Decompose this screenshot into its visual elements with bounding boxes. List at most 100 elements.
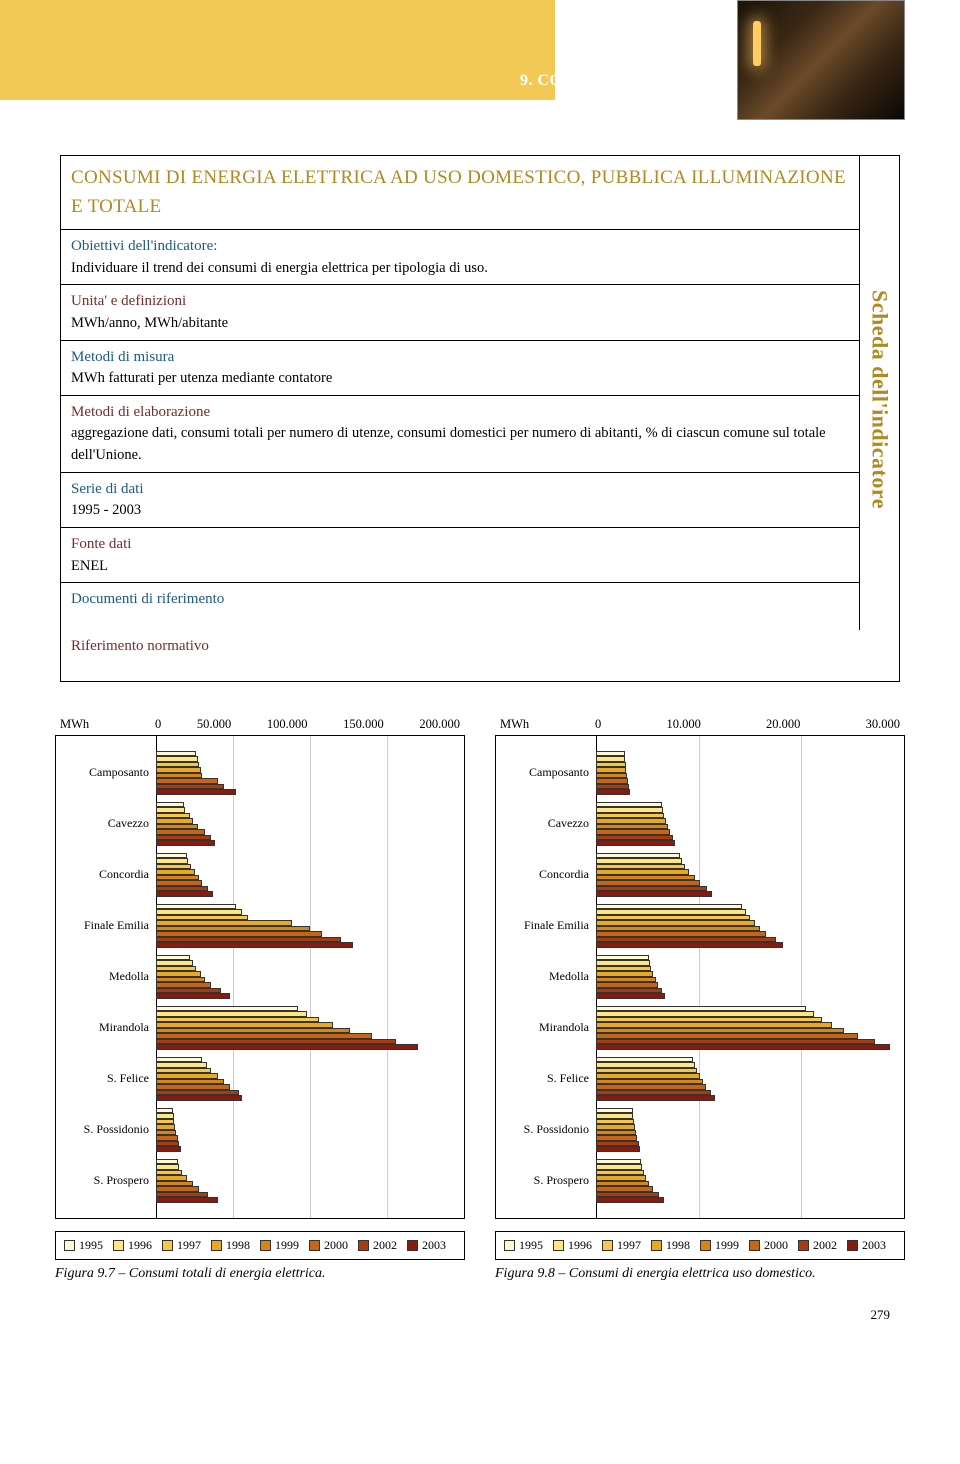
bar (156, 942, 353, 948)
legend-label: 2000 (764, 1238, 788, 1253)
legend-label: 1995 (519, 1238, 543, 1253)
legend-swatch (602, 1240, 613, 1251)
category-group: S. Felice (496, 1057, 904, 1101)
tick-label: 0 (595, 717, 601, 732)
table-row: Metodi di misuraMWh fatturati per utenza… (61, 341, 859, 396)
legend-label: 1995 (79, 1238, 103, 1253)
bars (156, 1057, 464, 1101)
chart-left-axis: MWh 050.000100.000150.000200.000 (55, 717, 465, 732)
legend-item: 1999 (260, 1238, 299, 1253)
category-group: Medolla (496, 955, 904, 999)
table-title: CONSUMI DI ENERGIA ELETTRICA AD USO DOME… (61, 156, 859, 230)
tick-label: 20.000 (766, 717, 800, 732)
bar (156, 1044, 418, 1050)
row-label: Documenti di riferimento (71, 588, 849, 611)
bar (156, 840, 215, 846)
bar (596, 840, 675, 846)
category-group: Cavezzo (56, 802, 464, 846)
legend-swatch (162, 1240, 173, 1251)
tick-label: 100.000 (267, 717, 308, 732)
category-label: S. Felice (496, 1071, 596, 1086)
row-value: MWh fatturati per utenza mediante contat… (71, 368, 849, 390)
row-label: Fonte dati (71, 533, 849, 556)
legend-swatch (309, 1240, 320, 1251)
tick-label: 50.000 (197, 717, 231, 732)
bars (596, 1159, 904, 1203)
chart-right-legend: 19951996199719981999200020022003 (495, 1231, 905, 1260)
charts-container: MWh 050.000100.000150.000200.000 Camposa… (55, 717, 905, 1282)
row-value: Individuare il trend dei consumi di ener… (71, 258, 849, 280)
category-label: S. Felice (56, 1071, 156, 1086)
row-value: aggregazione dati, consumi totali per nu… (71, 423, 849, 467)
legend-swatch (113, 1240, 124, 1251)
legend-swatch (211, 1240, 222, 1251)
legend-swatch (64, 1240, 75, 1251)
bars (156, 751, 464, 795)
category-label: Medolla (496, 969, 596, 984)
legend-label: 1996 (128, 1238, 152, 1253)
table-row: Unita' e definizioniMWh/anno, MWh/abitan… (61, 285, 859, 340)
row-value: 1995 - 2003 (71, 500, 849, 522)
table-bottom-label: Riferimento normativo (71, 638, 209, 654)
indicator-table: CONSUMI DI ENERGIA ELETTRICA AD USO DOME… (60, 155, 900, 682)
row-value: MWh/anno, MWh/abitante (71, 313, 849, 335)
legend-item: 1998 (211, 1238, 250, 1253)
table-row: Obiettivi dell'indicatore:Individuare il… (61, 230, 859, 285)
legend-item: 2000 (749, 1238, 788, 1253)
bars (596, 1006, 904, 1050)
category-group: Finale Emilia (56, 904, 464, 948)
legend-label: 2003 (422, 1238, 446, 1253)
bar (596, 1044, 890, 1050)
chart-left-ticks: 050.000100.000150.000200.000 (155, 717, 465, 732)
legend-swatch (700, 1240, 711, 1251)
category-label: S. Possidonio (496, 1122, 596, 1137)
table-row: Documenti di riferimento (61, 583, 859, 630)
legend-label: 1999 (715, 1238, 739, 1253)
legend-item: 2002 (358, 1238, 397, 1253)
legend-label: 1997 (177, 1238, 201, 1253)
legend-swatch (553, 1240, 564, 1251)
row-label: Obiettivi dell'indicatore: (71, 235, 849, 258)
chart-left: MWh 050.000100.000150.000200.000 Camposa… (55, 717, 465, 1282)
category-group: Cavezzo (496, 802, 904, 846)
bar (156, 993, 230, 999)
tick-label: 150.000 (343, 717, 384, 732)
legend-label: 1998 (226, 1238, 250, 1253)
bars (596, 751, 904, 795)
category-label: Concordia (56, 867, 156, 882)
legend-swatch (847, 1240, 858, 1251)
legend-item: 1997 (162, 1238, 201, 1253)
bar (156, 1095, 242, 1101)
chart-right-body: Camposanto Cavezzo Concordia Finale Emilia M… (495, 735, 905, 1219)
chart-right-caption: Figura 9.8 – Consumi di energia elettric… (495, 1266, 905, 1282)
category-group: Concordia (496, 853, 904, 897)
legend-item: 2003 (407, 1238, 446, 1253)
table-row: Fonte datiENEL (61, 528, 859, 583)
legend-label: 1997 (617, 1238, 641, 1253)
chart-right-axis: MWh 010.00020.00030.000 (495, 717, 905, 732)
category-group: Camposanto (56, 751, 464, 795)
category-group: Medolla (56, 955, 464, 999)
row-label: Unita' e definizioni (71, 290, 849, 313)
legend-item: 1995 (64, 1238, 103, 1253)
legend-label: 2003 (862, 1238, 886, 1253)
category-group: Mirandola (496, 1006, 904, 1050)
legend-item: 2003 (847, 1238, 886, 1253)
bars (156, 1159, 464, 1203)
category-label: Finale Emilia (496, 918, 596, 933)
category-label: Cavezzo (56, 816, 156, 831)
category-label: Concordia (496, 867, 596, 882)
category-group: Camposanto (496, 751, 904, 795)
chart-right-unit: MWh (495, 717, 595, 732)
bars (156, 802, 464, 846)
header-photo (737, 0, 905, 120)
legend-item: 1997 (602, 1238, 641, 1253)
bars (156, 1006, 464, 1050)
category-label: Mirandola (496, 1020, 596, 1035)
category-group: S. Prospero (496, 1159, 904, 1203)
bars (596, 904, 904, 948)
row-label: Metodi di elaborazione (71, 401, 849, 424)
bar (596, 1095, 715, 1101)
category-group: Concordia (56, 853, 464, 897)
category-group: S. Prospero (56, 1159, 464, 1203)
